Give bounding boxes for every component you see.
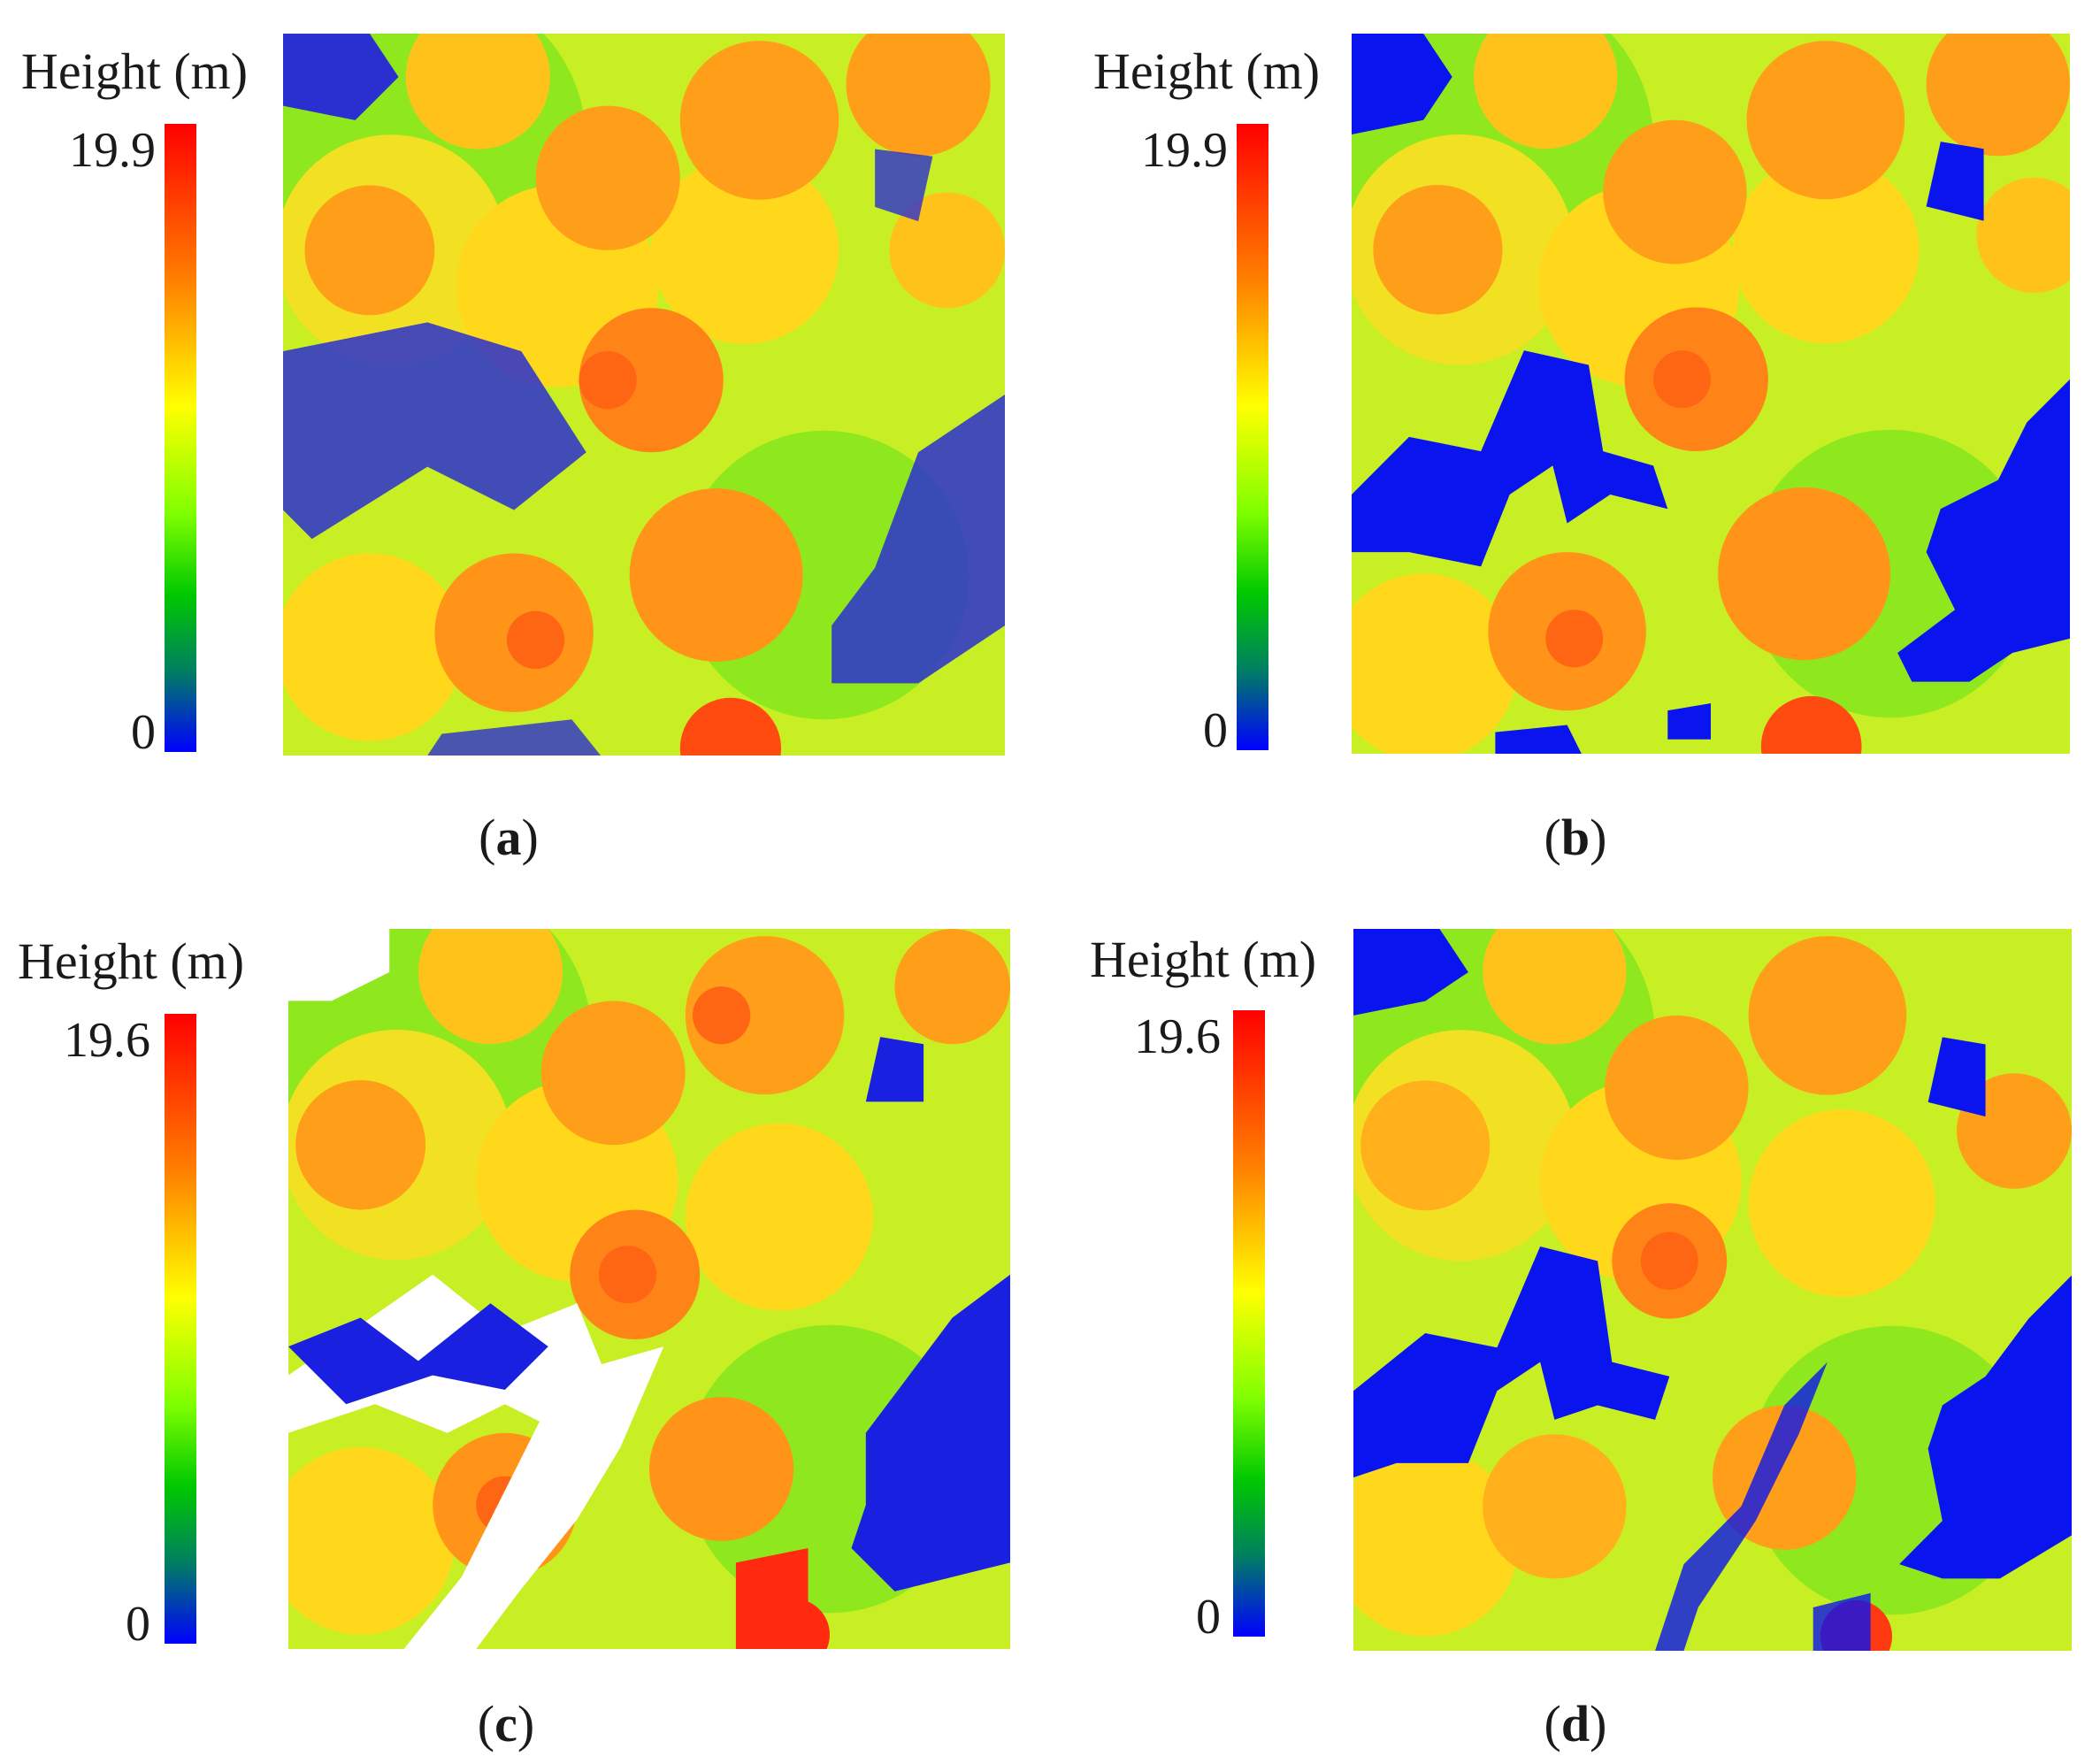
height-colorbar (1237, 124, 1268, 750)
legend-title: Height (m) (1093, 42, 1321, 100)
canopy-height-map (288, 929, 1010, 1649)
legend-title: Height (m) (18, 932, 245, 990)
legend-title: Height (m) (1090, 931, 1317, 988)
height-colorbar (165, 124, 196, 752)
canopy-height-map (283, 34, 1005, 755)
canopy-height-map (1352, 34, 2070, 754)
colorbar-min-label: 0 (1203, 703, 1228, 758)
colorbar-max-label: 19.6 (1134, 1009, 1221, 1064)
height-colorbar (165, 1014, 196, 1644)
colorbar-max-label: 19.9 (1141, 123, 1228, 178)
panel-caption: (c) (477, 1695, 535, 1752)
panel-caption: (b) (1544, 809, 1607, 866)
legend-title: Height (m) (21, 42, 249, 100)
panel-caption: (a) (479, 809, 539, 866)
colorbar-max-label: 19.9 (69, 123, 156, 178)
height-colorbar (1233, 1010, 1265, 1637)
panel-caption: (d) (1544, 1695, 1607, 1752)
colorbar-min-label: 0 (1196, 1590, 1221, 1645)
colorbar-max-label: 19.6 (64, 1013, 150, 1068)
colorbar-min-label: 0 (131, 705, 156, 760)
colorbar-min-label: 0 (126, 1597, 150, 1652)
canopy-height-map (1353, 929, 2072, 1651)
